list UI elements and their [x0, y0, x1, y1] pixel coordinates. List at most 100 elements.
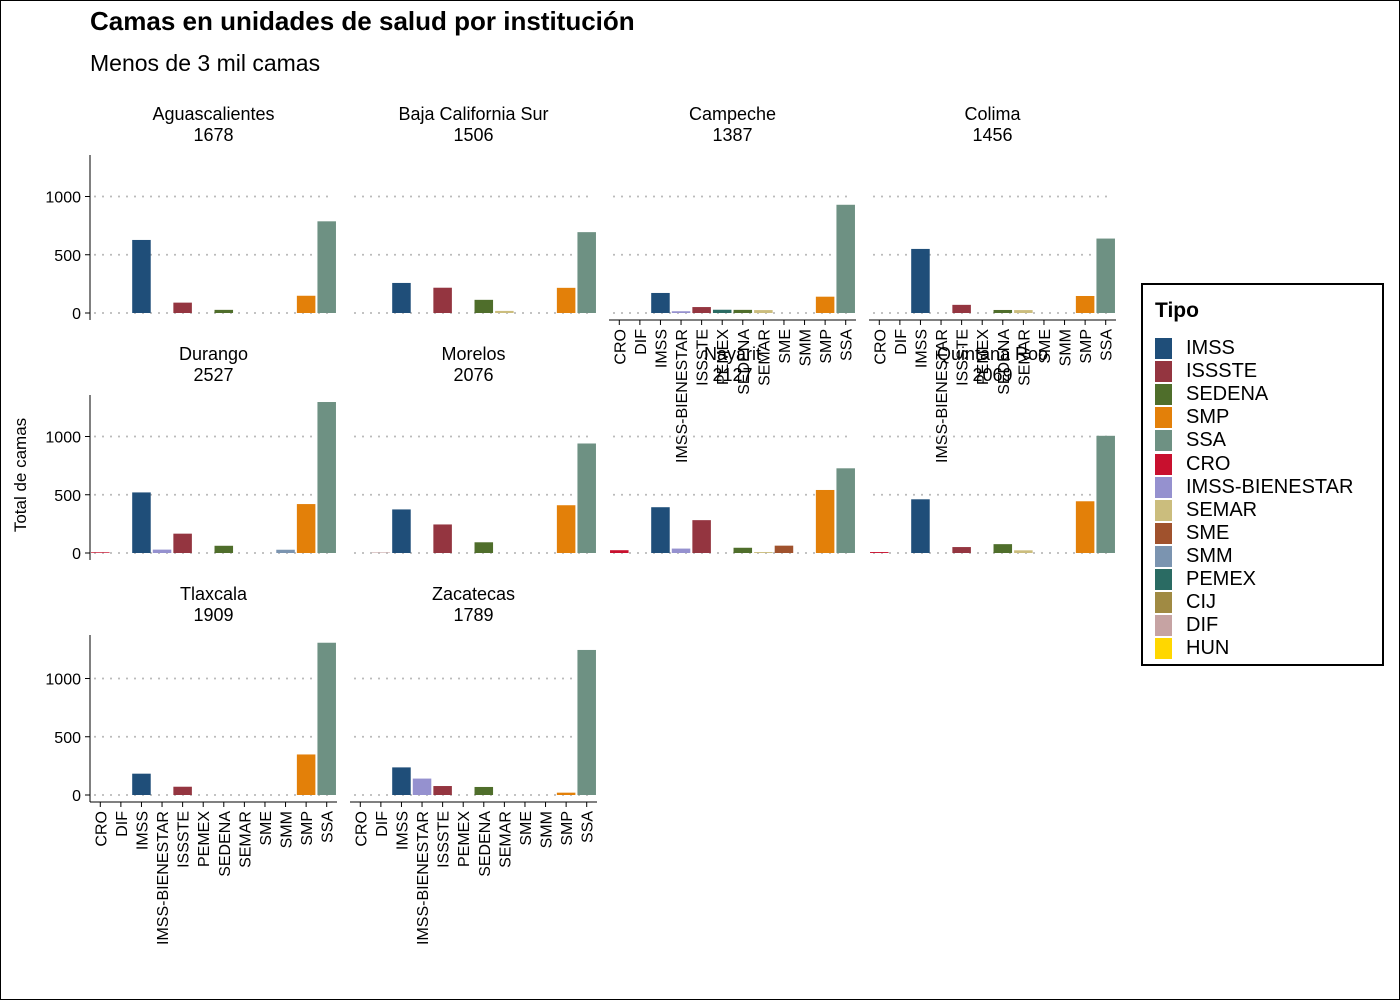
x-tick-label: SEDENA	[217, 811, 234, 877]
x-tick-label: SME	[518, 811, 535, 846]
x-tick-label: SSA	[1099, 329, 1116, 361]
bar-ssa	[1096, 238, 1115, 313]
x-tick-label: PEMEX	[715, 329, 732, 385]
x-tick-label: SME	[258, 811, 275, 846]
bar-smp	[556, 505, 576, 553]
legend-swatch	[1155, 522, 1172, 544]
legend-label: SEDENA	[1186, 383, 1269, 406]
bar-sedena	[993, 309, 1013, 313]
x-tick-label: SME	[1037, 329, 1054, 364]
bar-semar	[1014, 310, 1033, 313]
legend-item: SME	[1155, 522, 1353, 545]
bar-cro	[870, 552, 889, 553]
x-tick-label: SEMAR	[1016, 329, 1033, 386]
bar-sedena	[214, 545, 234, 553]
x-tick-label: ISSSTE	[176, 811, 193, 868]
x-tick-label: IMSS	[394, 811, 411, 850]
bar-sedena	[993, 544, 1013, 553]
legend-swatch	[1155, 476, 1172, 498]
y-tick-label: 1000	[45, 190, 81, 207]
x-tick-label: IMSS	[913, 329, 930, 368]
bar-ssa	[577, 232, 596, 313]
legend-label: ISSSTE	[1186, 360, 1258, 383]
x-tick-label: SMP	[1078, 329, 1095, 364]
legend-label: IMSS	[1186, 337, 1235, 360]
legend-item: CRO	[1155, 452, 1353, 475]
panel-title-total: 2069	[972, 365, 1012, 385]
panel-title-state: Quintana Roo	[937, 344, 1048, 364]
legend-title: Tipo	[1155, 299, 1199, 322]
legend-label: SMP	[1186, 406, 1230, 429]
legend-swatch	[1155, 568, 1172, 590]
legend-swatch	[1155, 545, 1172, 567]
bar-smp	[556, 792, 576, 795]
bar-imss-bienestar	[412, 778, 432, 795]
legend-label: SMM	[1186, 544, 1233, 567]
panel-title-total: 1678	[193, 125, 233, 145]
panel-title-total: 1909	[193, 605, 233, 625]
x-tick-label: IMSS	[134, 811, 151, 850]
y-axis-label: Total de camas	[11, 418, 30, 532]
bar-ssa	[577, 443, 596, 553]
panel-title-state: Nayarit	[704, 344, 761, 364]
x-tick-label: IMSS-BIENESTAR	[674, 329, 691, 463]
bar-imss-bienestar	[671, 548, 691, 553]
bar-smm	[276, 549, 295, 553]
legend-swatch	[1155, 338, 1172, 360]
x-tick-label: SME	[777, 329, 794, 364]
panel-title-total: 2127	[712, 365, 752, 385]
legend-item: SMM	[1155, 545, 1353, 568]
panel-title-state: Morelos	[441, 344, 505, 364]
legend-item: IMSS	[1155, 337, 1353, 360]
x-tick-label: PEMEX	[456, 811, 473, 867]
bar-issste	[173, 533, 192, 553]
legend-item: SMP	[1155, 406, 1353, 429]
y-tick-label: 500	[54, 248, 81, 265]
legend-label: PEMEX	[1186, 567, 1257, 590]
bar-issste	[952, 304, 971, 313]
x-tick-label: IMSS-BIENESTAR	[415, 811, 432, 945]
legend-item: SEDENA	[1155, 383, 1353, 406]
legend-swatch	[1155, 407, 1172, 429]
bar-sedena	[474, 786, 494, 795]
panel-title-state: Campeche	[689, 104, 776, 124]
legend-item: SSA	[1155, 429, 1353, 452]
chart-subtitle: Menos de 3 mil camas	[90, 50, 321, 76]
bar-imss	[392, 282, 411, 313]
bar-smp	[1075, 295, 1095, 313]
legend-items: IMSS ISSSTE SEDENA SMP SSA CRO IMSS-BIENESTAR S…	[1155, 337, 1353, 660]
x-tick-label: ISSSTE	[955, 329, 972, 386]
bar-pemex	[712, 309, 732, 313]
bar-dif	[371, 552, 391, 553]
x-tick-label: ISSSTE	[695, 329, 712, 386]
panel-title-total: 2076	[453, 365, 493, 385]
panel-title-total: 1387	[712, 125, 752, 145]
bar-sedena	[733, 547, 753, 553]
bar-smp	[296, 504, 316, 553]
panel-title-total: 1456	[972, 125, 1012, 145]
bar-imss	[911, 248, 930, 313]
legend-swatch	[1155, 453, 1172, 475]
legend-label: IMSS-BIENESTAR	[1186, 475, 1354, 498]
bar-smp	[815, 296, 835, 313]
x-tick-label: IMSS-BIENESTAR	[934, 329, 951, 463]
x-tick-label: SEDENA	[996, 329, 1013, 395]
x-tick-label: SSA	[320, 811, 337, 843]
x-tick-label: SMP	[818, 329, 835, 364]
bar-ssa	[317, 642, 336, 795]
legend-label: SME	[1186, 521, 1230, 544]
x-tick-label: SMM	[539, 811, 556, 848]
bar-issste	[692, 520, 711, 553]
legend-label: DIF	[1186, 614, 1219, 637]
bar-issste	[433, 786, 452, 795]
panel-title-total: 1789	[453, 605, 493, 625]
bar-sedena	[214, 309, 234, 313]
chart-title: Camas en unidades de salud por instituci…	[90, 6, 635, 36]
y-tick-label: 1000	[45, 672, 81, 689]
y-tick-label: 0	[72, 788, 81, 805]
bar-issste	[173, 302, 192, 313]
panel-title-state: Aguascalientes	[152, 104, 274, 124]
bar-imss	[651, 292, 670, 313]
bar-sedena	[733, 309, 753, 313]
x-tick-label: SEMAR	[756, 329, 773, 386]
